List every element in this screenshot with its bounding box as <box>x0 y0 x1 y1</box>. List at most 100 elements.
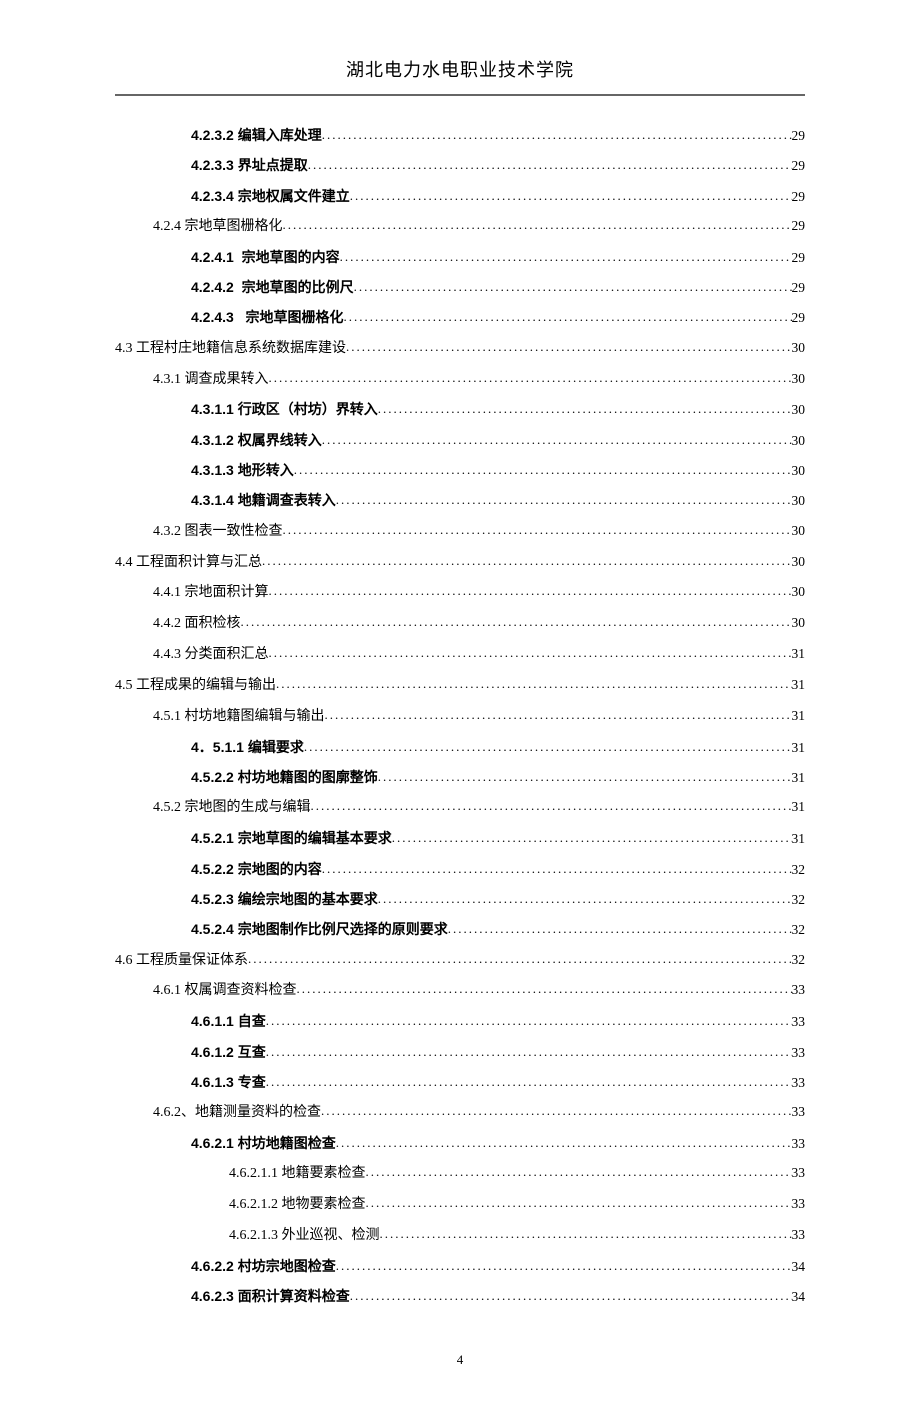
toc-entry-page: 30 <box>792 337 806 359</box>
toc-entry-label: 宗地草图栅格化 <box>245 306 343 328</box>
toc-entry-page: 32 <box>792 919 806 941</box>
toc-entry-label: 地籍测量资料的检查 <box>195 1102 321 1124</box>
toc-entry: 4.5.2 宗地图的生成与编辑31 <box>115 796 805 819</box>
toc-entry-leader <box>322 859 792 880</box>
toc-entry-page: 33 <box>792 1193 806 1215</box>
toc-entry-page: 30 <box>792 520 806 542</box>
toc-entry: 4.2.3.2 编辑入库处理 29 <box>115 124 805 147</box>
toc-entry-leader <box>283 520 792 541</box>
toc-entry-page: 32 <box>792 889 806 911</box>
header-title: 湖北电力水电职业技术学院 <box>115 56 805 82</box>
toc-entry-label: 权属界线转入 <box>238 429 322 451</box>
toc-entry: 4.6.2.1 村坊地籍图检查 33 <box>115 1132 805 1155</box>
toc-entry: 4.5.2.3 编绘宗地图的基本要求 32 <box>115 888 805 911</box>
toc-entry-label: 工程面积计算与汇总 <box>136 552 262 574</box>
toc-entry-label: 宗地草图的比例尺 <box>242 276 354 298</box>
toc-entry-label: 调查成果转入 <box>185 369 269 391</box>
toc-entry-page: 33 <box>792 1162 806 1184</box>
toc-entry-leader <box>343 307 791 328</box>
toc-entry-number: 4.6.2.1 <box>191 1132 238 1154</box>
toc-entry-label: 村坊地籍图编辑与输出 <box>185 706 325 728</box>
toc-entry-number: 4.6.2.3 <box>191 1285 238 1307</box>
toc-entry-number: 4.2.4.1 <box>191 246 242 268</box>
toc-entry-page: 30 <box>792 490 806 512</box>
toc-entry: 4.3.1.1 行政区（村坊）界转入 30 <box>115 398 805 421</box>
toc-entry-number: 4.6.1.1 <box>191 1010 238 1032</box>
toc-entry-number: 4.6.2.2 <box>191 1255 238 1277</box>
toc-entry: 4.3 工程村庄地籍信息系统数据库建设30 <box>115 337 805 360</box>
toc-entry: 4.6.2、地籍测量资料的检查33 <box>115 1101 805 1124</box>
toc-entry-number: 4.2.3.2 <box>191 124 238 146</box>
toc-entry-label: 村坊地籍图的图廓整饰 <box>238 766 378 788</box>
page-number: 4 <box>115 1352 805 1368</box>
toc-entry: 4.2.4 宗地草图栅格化29 <box>115 215 805 238</box>
toc-entry-page: 29 <box>792 125 806 147</box>
toc-entry-page: 31 <box>792 828 806 850</box>
toc-entry-leader <box>266 1011 792 1032</box>
toc-entry-page: 33 <box>792 979 806 1001</box>
toc-entry: 4.2.3.3 界址点提取 29 <box>115 154 805 177</box>
toc-entry-number: 4.5.2.2 <box>191 858 238 880</box>
toc-entry: 4.4 工程面积计算与汇总30 <box>115 551 805 574</box>
toc-entry-number: 4.3.1.3 <box>191 459 238 481</box>
toc-entry-leader <box>322 430 792 451</box>
toc-entry-leader <box>378 767 792 788</box>
toc-entry-page: 29 <box>792 277 806 299</box>
toc-entry-leader <box>336 1256 792 1277</box>
toc-entry-label: 编辑要求 <box>248 736 304 758</box>
toc-entry: 4.6.2.1.1 地籍要素检查 33 <box>115 1162 805 1185</box>
toc-entry: 4.3.1.3 地形转入 30 <box>115 459 805 482</box>
toc-entry-leader <box>283 215 792 236</box>
toc-entry: 4.3.1.4 地籍调查表转入 30 <box>115 489 805 512</box>
toc-entry-number: 4.5 <box>115 675 136 697</box>
toc-entry-leader <box>241 612 792 633</box>
toc-entry-page: 30 <box>792 581 806 603</box>
toc-entry-leader <box>350 186 792 207</box>
toc-entry-number: 4.6.2.1.2 <box>229 1194 282 1216</box>
toc-entry-number: 4.4.2 <box>153 613 185 635</box>
toc-entry-leader <box>448 919 792 940</box>
toc-entry-number: 4.3.1 <box>153 369 185 391</box>
toc-entry: 4.6.2.3 面积计算资料检查 34 <box>115 1285 805 1308</box>
toc-entry-number: 4.4.1 <box>153 582 185 604</box>
toc-entry-leader <box>378 399 792 420</box>
toc-entry-label: 村坊地籍图检查 <box>238 1132 336 1154</box>
toc-entry-label: 分类面积汇总 <box>185 644 269 666</box>
toc-entry-number: 4.6.1.3 <box>191 1071 238 1093</box>
toc-entry-page: 29 <box>792 215 806 237</box>
toc-entry-number: 4.4 <box>115 552 136 574</box>
toc-entry-label: 宗地草图栅格化 <box>185 216 283 238</box>
toc-entry: 4.4.2 面积检核30 <box>115 612 805 635</box>
toc-entry-number: 4.6.2.1.1 <box>229 1163 282 1185</box>
toc-entry-leader <box>366 1193 792 1214</box>
toc-entry-label: 宗地面积计算 <box>185 582 269 604</box>
toc-entry: 4.3.2 图表一致性检查30 <box>115 520 805 543</box>
toc-entry-leader <box>321 1101 792 1122</box>
toc-entry-label: 地物要素检查 <box>282 1194 366 1216</box>
toc-entry-page: 29 <box>792 186 806 208</box>
toc-entry-label: 宗地权属文件建立 <box>238 185 350 207</box>
toc-entry-leader <box>269 368 792 389</box>
toc-entry-number: 4．5.1.1 <box>191 736 248 758</box>
toc-entry: 4.6.2.1.3 外业巡视、检测 33 <box>115 1224 805 1247</box>
toc-entry-page: 30 <box>792 460 806 482</box>
toc-entry: 4.5.2.4 宗地图制作比例尺选择的原则要求 32 <box>115 918 805 941</box>
toc-entry-label: 地形转入 <box>238 459 294 481</box>
toc-entry-page: 30 <box>792 368 806 390</box>
toc-entry-label: 自查 <box>238 1010 266 1032</box>
toc-entry-number: 4.2.4.2 <box>191 276 242 298</box>
toc-entry-label: 宗地图制作比例尺选择的原则要求 <box>238 918 448 940</box>
toc-entry: 4.6.1 权属调查资料检查33 <box>115 979 805 1002</box>
toc-entry-leader <box>294 460 792 481</box>
toc-entry-number: 4.6.2、 <box>153 1102 195 1124</box>
toc-entry-number: 4.5.2 <box>153 797 185 819</box>
toc-entry: 4.6.2.1.2 地物要素检查 33 <box>115 1193 805 1216</box>
toc-entry-leader <box>304 737 792 758</box>
toc-entry-leader <box>322 125 792 146</box>
toc-entry-page: 31 <box>792 643 806 665</box>
toc-entry-number: 4.5.2.3 <box>191 888 238 910</box>
toc-entry: 4．5.1.1 编辑要求 31 <box>115 736 805 759</box>
toc-entry-leader <box>336 490 792 511</box>
toc-entry-label: 工程村庄地籍信息系统数据库建设 <box>136 338 346 360</box>
toc-entry-number: 4.2.4.3 <box>191 306 245 328</box>
